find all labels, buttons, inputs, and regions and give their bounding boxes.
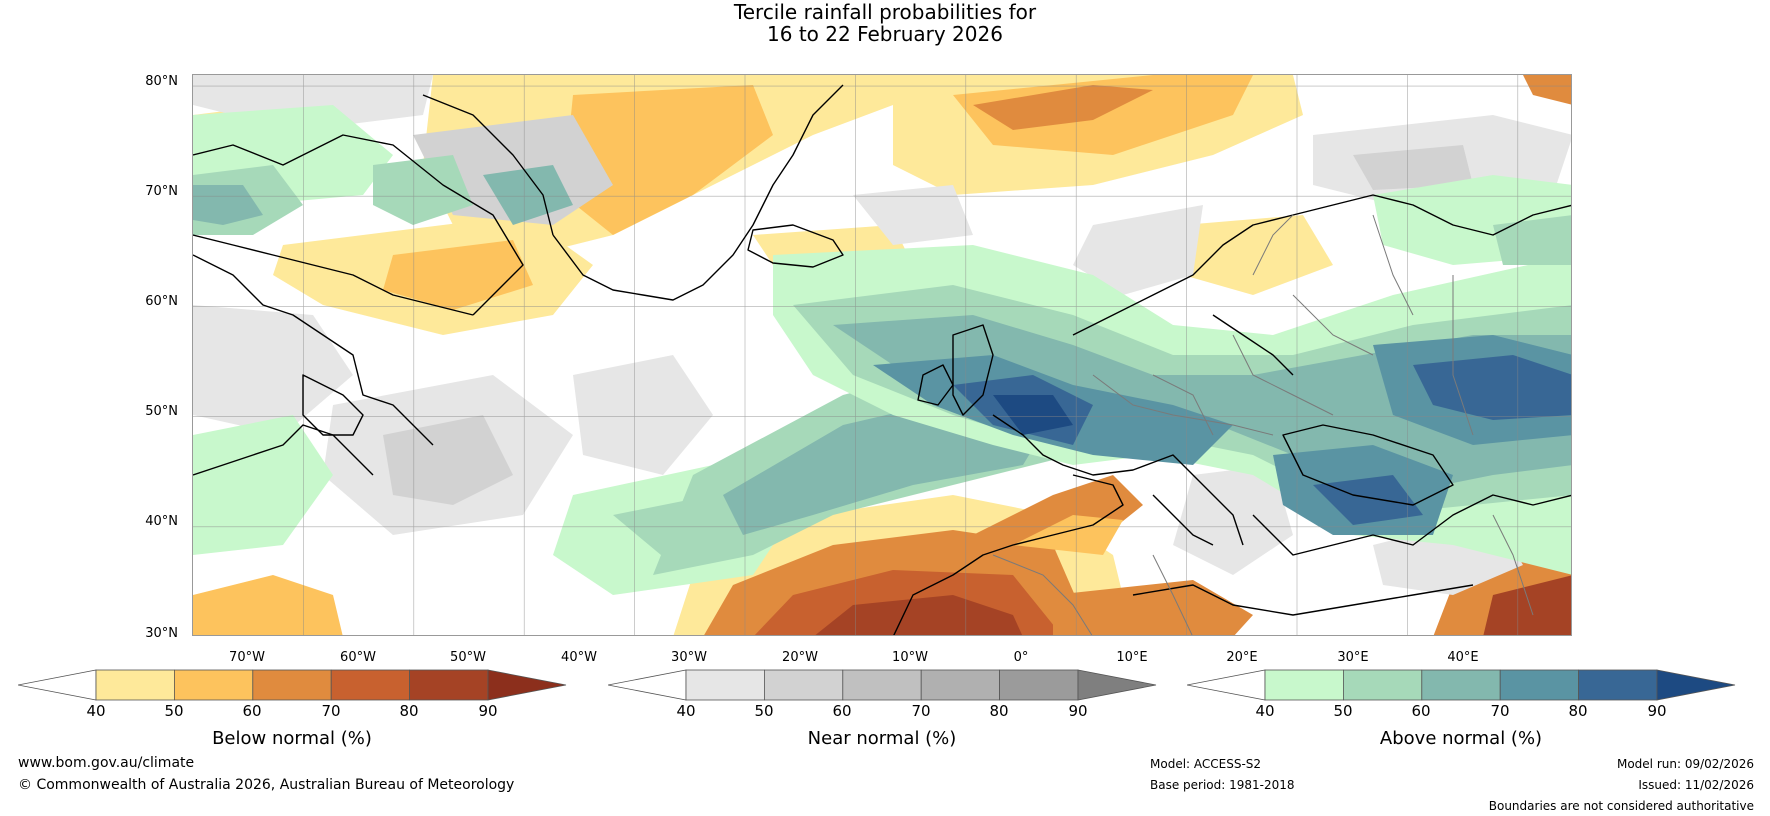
below-normal-areas — [193, 75, 1571, 635]
colorbar-segment — [763, 669, 844, 701]
colorbar-below-normal-scale — [18, 669, 567, 701]
colorbar-extension-high — [487, 669, 567, 701]
colorbar-extension-high — [1077, 669, 1157, 701]
coastlines — [193, 84, 1571, 635]
colorbar-above-tick: 80 — [1568, 702, 1588, 720]
copyright-text: © Commonwealth of Australia 2026, Austra… — [18, 777, 515, 793]
colorbar-segment — [1421, 669, 1501, 701]
colorbar-segment — [842, 669, 922, 701]
lon-label-30e: 30°E — [1337, 650, 1369, 665]
lon-label-10e: 10°E — [1116, 650, 1148, 665]
colorbar-below-tick: 50 — [164, 702, 184, 720]
colorbar-extension-high — [1656, 669, 1736, 701]
lon-label-20w: 20°W — [782, 650, 818, 665]
lon-label-20e: 20°E — [1226, 650, 1258, 665]
lon-label-50w: 50°W — [450, 650, 486, 665]
lon-label-60w: 60°W — [340, 650, 376, 665]
colorbar-below-tick: 80 — [399, 702, 419, 720]
lon-label-0: 0° — [1013, 650, 1029, 665]
colorbar-extension-low — [608, 669, 687, 701]
colorbar-near-tick: 60 — [832, 702, 852, 720]
colorbar-below-tick: 60 — [242, 702, 262, 720]
colorbar-segment — [920, 669, 1001, 701]
colorbar-near-tick: 50 — [754, 702, 774, 720]
colorbar-below-tick: 90 — [478, 702, 498, 720]
colorbar-near-tick: 90 — [1068, 702, 1088, 720]
colorbar-segment — [409, 669, 489, 701]
lon-label-10w: 10°W — [892, 650, 928, 665]
lat-label-40n: 40°N — [145, 514, 178, 529]
colorbar-near-tick: 70 — [911, 702, 931, 720]
colorbar-above-normal: 40 50 60 70 80 90 — [1187, 668, 1737, 728]
colorbar-segment — [95, 669, 175, 701]
rainfall-map — [192, 74, 1572, 636]
colorbar-segment — [173, 669, 254, 701]
colorbar-above-tick: 70 — [1490, 702, 1510, 720]
colorbar-above-tick: 90 — [1647, 702, 1667, 720]
near-normal-areas — [193, 75, 1571, 595]
model-name: Model: ACCESS-S2 — [1150, 757, 1262, 771]
colorbar-segment — [685, 669, 765, 701]
colorbar-segment — [330, 669, 411, 701]
colorbar-near-normal-scale — [608, 669, 1157, 701]
colorbar-extension-low — [18, 669, 97, 701]
colorbar-below-normal: 40 50 60 70 80 90 — [18, 668, 568, 728]
colorbar-near-normal-label: Near normal (%) — [807, 728, 957, 749]
colorbar-above-tick: 50 — [1333, 702, 1353, 720]
website-link[interactable]: www.bom.gov.au/climate — [18, 755, 195, 771]
colorbar-segment — [252, 669, 332, 701]
lon-label-40e: 40°E — [1447, 650, 1479, 665]
colorbar-extension-low — [1187, 669, 1266, 701]
country-borders — [992, 214, 1534, 635]
lat-label-70n: 70°N — [145, 184, 178, 199]
map-title-line1: Tercile rainfall probabilities for — [733, 0, 1037, 24]
colorbar-below-tick: 70 — [321, 702, 341, 720]
map-title-line2: 16 to 22 February 2026 — [767, 22, 1003, 46]
colorbar-segment — [1264, 669, 1344, 701]
colorbar-segment — [1578, 669, 1658, 701]
colorbar-below-tick: 40 — [86, 702, 106, 720]
colorbar-near-tick: 80 — [989, 702, 1009, 720]
colorbar-near-tick: 40 — [676, 702, 696, 720]
lon-label-70w: 70°W — [229, 650, 265, 665]
colorbar-near-normal: 40 50 60 70 80 90 — [608, 668, 1158, 728]
colorbar-above-normal-scale — [1187, 669, 1736, 701]
lat-label-30n: 30°N — [145, 626, 178, 641]
colorbar-segment — [999, 669, 1079, 701]
map-canvas — [193, 75, 1571, 635]
lon-label-40w: 40°W — [561, 650, 597, 665]
boundaries-disclaimer: Boundaries are not considered authoritat… — [1488, 799, 1754, 813]
colorbar-above-normal-label: Above normal (%) — [1379, 728, 1543, 749]
map-gridlines — [193, 75, 1571, 635]
colorbar-above-tick: 60 — [1411, 702, 1431, 720]
colorbar-below-normal-label: Below normal (%) — [212, 728, 372, 749]
model-run-date: Model run: 09/02/2026 — [1616, 757, 1754, 771]
colorbar-above-tick: 40 — [1255, 702, 1275, 720]
issued-date: Issued: 11/02/2026 — [1638, 778, 1754, 792]
lat-label-60n: 60°N — [145, 294, 178, 309]
colorbar-segment — [1499, 669, 1580, 701]
above-normal-areas — [193, 105, 1571, 595]
lat-label-80n: 80°N — [145, 74, 178, 89]
lon-label-30w: 30°W — [671, 650, 707, 665]
lat-label-50n: 50°N — [145, 404, 178, 419]
colorbar-segment — [1342, 669, 1423, 701]
base-period: Base period: 1981-2018 — [1150, 778, 1295, 792]
